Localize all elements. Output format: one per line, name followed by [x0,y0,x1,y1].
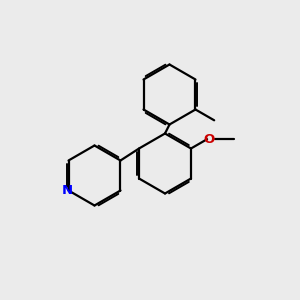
Text: O: O [204,133,215,146]
Text: N: N [61,184,73,197]
